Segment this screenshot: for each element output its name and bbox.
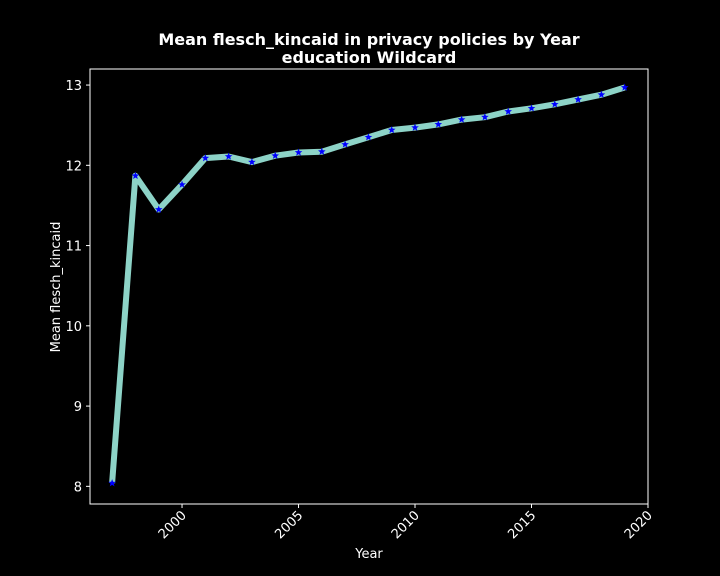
y-tick-label: 9	[74, 400, 82, 415]
data-point-marker	[481, 113, 489, 121]
data-point-marker	[108, 479, 116, 487]
data-point-marker	[318, 147, 326, 155]
data-point-marker	[364, 133, 373, 141]
data-point-marker	[131, 171, 140, 179]
data-point-marker	[457, 115, 466, 123]
y-tick-label: 8	[74, 480, 82, 495]
y-axis-label: Mean flesch_kincaid	[49, 222, 64, 353]
data-point-marker	[597, 90, 606, 98]
data-point-marker	[271, 151, 280, 159]
data-point-marker	[434, 120, 443, 128]
data-point-marker	[620, 83, 629, 91]
y-tick-label: 11	[65, 240, 82, 255]
series-markers	[108, 83, 629, 487]
y-tick-label: 13	[65, 79, 82, 94]
data-point-marker	[574, 95, 582, 103]
chart-title-line2: education Wildcard	[282, 48, 457, 67]
plot-frame	[89, 68, 649, 505]
data-point-marker	[248, 158, 256, 166]
x-axis-label: Year	[354, 547, 383, 562]
data-point-marker	[341, 140, 349, 148]
data-point-marker	[201, 154, 210, 162]
y-tick-label: 10	[65, 320, 82, 335]
data-point-marker	[178, 180, 186, 188]
data-point-marker	[504, 107, 513, 115]
data-point-marker	[224, 152, 233, 160]
data-point-marker	[154, 205, 163, 213]
data-point-marker	[387, 126, 396, 134]
data-point-marker	[411, 123, 419, 131]
data-point-marker	[551, 100, 559, 108]
y-axis-ticks: 8 9 10 11 12 13	[65, 79, 90, 495]
y-tick-label: 12	[65, 159, 82, 174]
data-point-marker	[294, 148, 303, 156]
data-point-marker	[527, 104, 536, 112]
chart-title-line1: Mean flesch_kincaid in privacy policies …	[158, 30, 579, 49]
